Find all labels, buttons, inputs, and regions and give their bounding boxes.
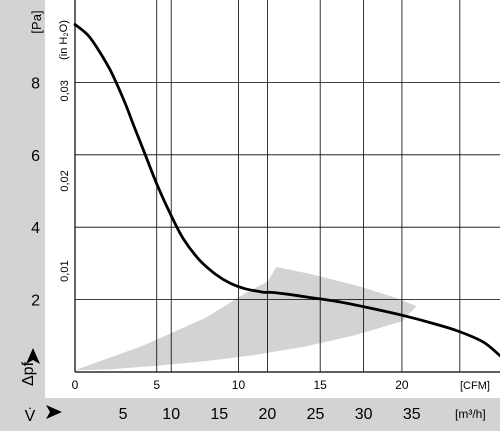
cfm-tick-label: 20 xyxy=(395,378,409,392)
y-unit-pa: [Pa] xyxy=(29,10,44,33)
cfm-tick-label: 5 xyxy=(153,378,160,392)
cfm-tick-label: 10 xyxy=(232,378,246,392)
inh2o-tick-label: 0,02 xyxy=(59,170,71,191)
pa-tick-label: 6 xyxy=(31,148,40,165)
y-symbol-dpf: Δpf xyxy=(20,361,37,386)
y-symbol-group: Δpf xyxy=(20,361,37,386)
bottom-axis-band xyxy=(0,398,500,431)
cfm-tick-label: 15 xyxy=(314,378,328,392)
y-unit-inh2o: (in H₂O) xyxy=(58,20,70,60)
cfm-tick-label: 0 xyxy=(72,378,79,392)
y-arrow-icon xyxy=(26,348,40,364)
inh2o-tick-label: 0,03 xyxy=(59,80,71,101)
pressure-curve xyxy=(73,23,500,358)
x-unit-m3h: [m³/h] xyxy=(455,407,486,421)
m3h-tick-label: 10 xyxy=(162,406,180,423)
horizontal-grid xyxy=(75,82,500,301)
m3h-tick-label: 35 xyxy=(403,406,421,423)
pa-tick-label: 4 xyxy=(31,220,40,237)
m3h-tick-label: 25 xyxy=(307,406,325,423)
m3h-tick-label: 15 xyxy=(210,406,228,423)
operating-band xyxy=(75,267,417,371)
pa-tick-labels: 2 4 6 8 xyxy=(31,75,40,309)
m3h-tick-label: 5 xyxy=(119,406,128,423)
x-unit-cfm: [CFM] xyxy=(460,380,490,392)
x-arrow-icon xyxy=(46,405,62,419)
x-symbol-v: V̇ xyxy=(25,407,36,425)
inh2o-tick-labels: 0,01 0,02 0,03 xyxy=(59,80,71,282)
m3h-tick-label: 20 xyxy=(259,406,277,423)
pa-tick-label: 2 xyxy=(31,293,40,310)
cfm-tick-labels: 0 5 10 15 20 xyxy=(72,378,409,392)
m3h-tick-label: 30 xyxy=(355,406,373,423)
m3h-tick-labels: 5 10 15 20 25 30 35 xyxy=(119,406,421,423)
inh2o-tick-label: 0,01 xyxy=(59,260,71,281)
pa-tick-label: 8 xyxy=(31,75,40,92)
vertical-grid xyxy=(156,0,461,372)
